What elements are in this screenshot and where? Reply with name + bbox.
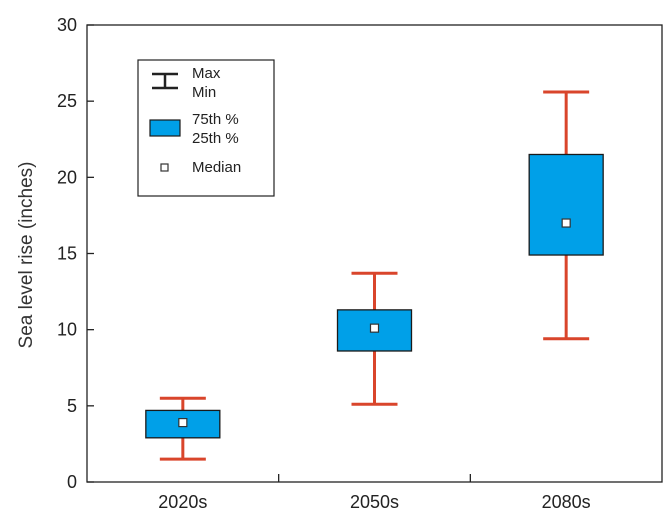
legend: Max Min 75th % 25th % Median bbox=[137, 59, 275, 197]
y-tick-label: 0 bbox=[67, 472, 77, 492]
legend-item-median: Median bbox=[160, 159, 241, 176]
legend-item-box: 75th % 25th % bbox=[149, 111, 239, 147]
median-marker bbox=[561, 218, 571, 228]
box-group-2020s bbox=[145, 396, 221, 461]
y-tick-label: 10 bbox=[57, 320, 77, 340]
legend-median-swatch bbox=[160, 163, 169, 172]
marks-layer bbox=[145, 90, 604, 461]
y-tick-label: 15 bbox=[57, 244, 77, 264]
x-tick-label: 2050s bbox=[350, 492, 399, 512]
legend-box-swatch bbox=[149, 119, 181, 137]
y-tick-label: 5 bbox=[67, 396, 77, 416]
axes-layer: 0 5 10 15 20 25 30 2020s 2050s 2080s bbox=[57, 15, 663, 512]
x-tick-label: 2020s bbox=[158, 492, 207, 512]
box-group-2080s bbox=[528, 90, 604, 341]
x-tick-label: 2080s bbox=[542, 492, 591, 512]
legend-label: Median bbox=[192, 159, 241, 176]
y-tick-label: 30 bbox=[57, 15, 77, 35]
legend-label: 75th % bbox=[192, 111, 239, 128]
legend-label: Min bbox=[192, 84, 216, 101]
box-group-2050s bbox=[336, 271, 413, 406]
legend-label: 25th % bbox=[192, 130, 239, 147]
legend-item-whisker: Max Min bbox=[152, 65, 221, 101]
y-tick-label: 25 bbox=[57, 91, 77, 111]
median-marker bbox=[178, 417, 188, 428]
iqr-box bbox=[528, 153, 604, 256]
median-marker bbox=[369, 323, 380, 333]
y-tick-label: 20 bbox=[57, 167, 77, 187]
legend-label: Max bbox=[192, 65, 221, 82]
y-axis-label: Sea level rise (inches) bbox=[16, 162, 37, 349]
